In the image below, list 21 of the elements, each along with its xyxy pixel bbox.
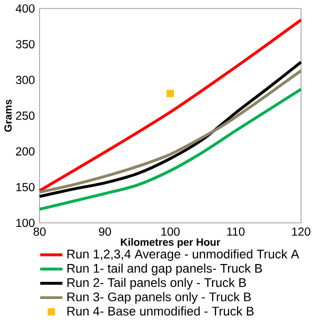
legend-label: Run 4- Base unmodified - Truck B: [67, 306, 254, 316]
y-tick-label: 350: [16, 40, 34, 48]
y-tick-label: 300: [16, 76, 34, 84]
legend-label: Run 1,2,3,4 Average - unmodified Truck A: [67, 249, 299, 261]
x-tick-label: 110: [227, 227, 244, 236]
y-axis-title: Grams: [4, 100, 12, 132]
x-tick-label: 80: [33, 227, 46, 236]
x-tick-label: 90: [98, 227, 111, 236]
line-series: [38, 18, 302, 192]
line-series: [38, 88, 302, 211]
y-tick-label: 250: [16, 112, 34, 120]
y-tick-label: 150: [16, 182, 34, 192]
legend-label: Run 2- Tail panels only - Truck B: [67, 278, 246, 290]
legend-label: Run 1- tail and gap panels- Truck B: [67, 264, 262, 276]
y-tick-label: 100: [16, 218, 34, 228]
x-axis-title: Kilometres per Hour: [120, 238, 220, 248]
legend-label: Run 3- Gap panels only - Truck B: [67, 292, 251, 304]
x-tick-label: 100: [161, 227, 180, 236]
y-tick-label: 400: [16, 4, 34, 13]
x-tick-label: 120: [292, 227, 310, 236]
y-tick-label: 200: [16, 147, 34, 156]
